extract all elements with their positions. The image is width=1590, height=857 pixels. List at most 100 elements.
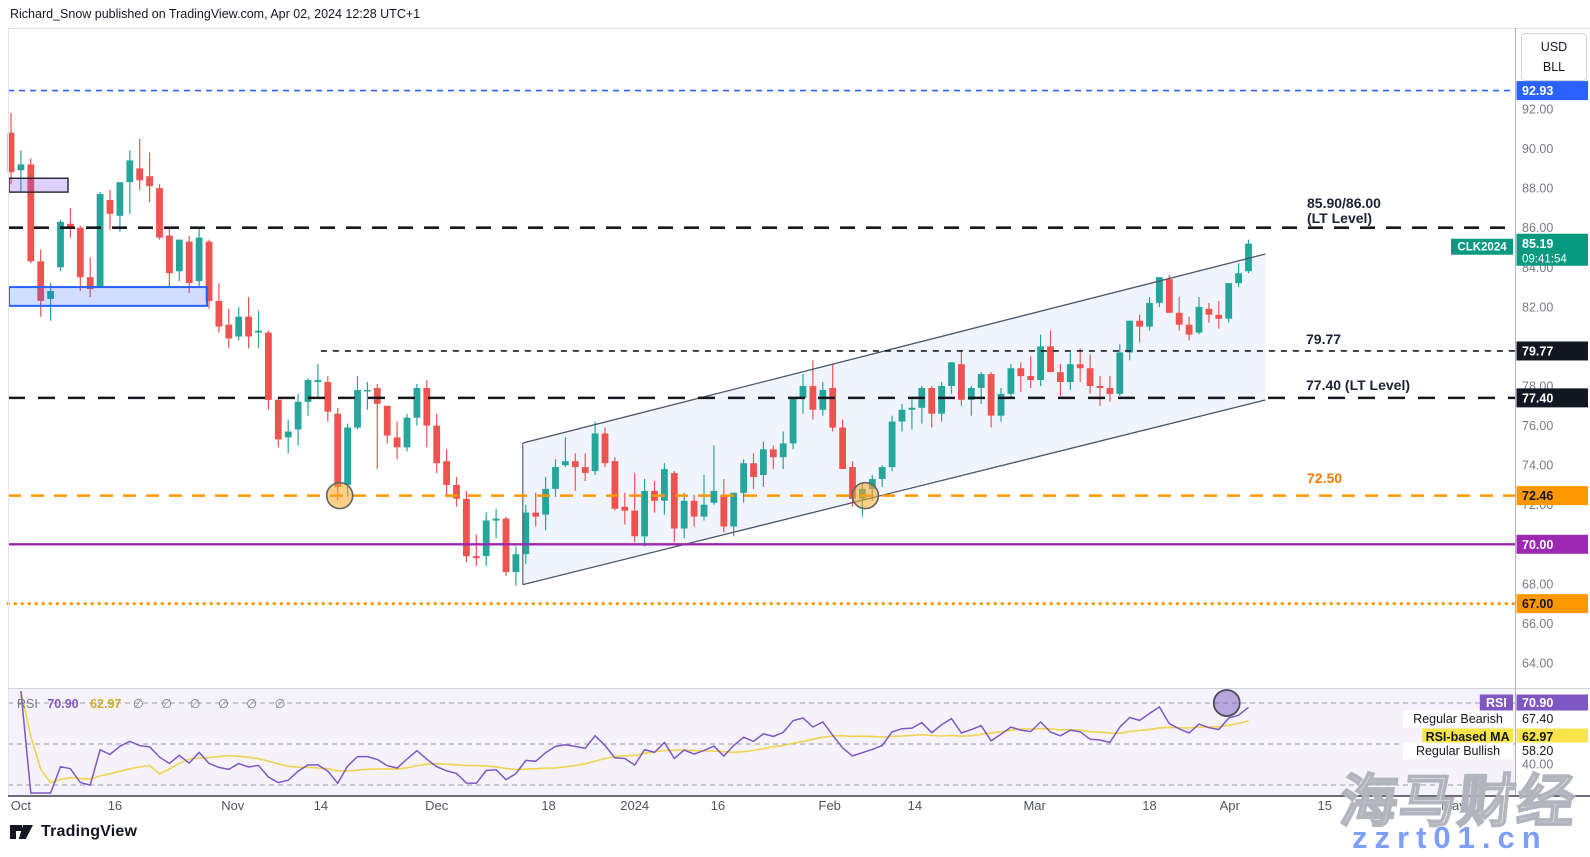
candle-body <box>1165 279 1173 313</box>
rsi-row-value-bg <box>1516 710 1588 728</box>
candle-body <box>1175 312 1183 325</box>
time-tick-Mar: Mar <box>1023 798 1046 813</box>
candle-body <box>690 500 698 517</box>
tradingview-brand[interactable]: TradingView <box>10 822 137 842</box>
rsi-indicator-readout[interactable]: RSI 70.90 62.97 ∅ ∅ ∅ ∅ ∅ ∅ <box>17 696 293 711</box>
tradingview-brand-label: TradingView <box>41 823 138 840</box>
candle-body <box>304 380 312 402</box>
time-tick-18: 18 <box>541 798 555 813</box>
candle-body <box>1116 352 1124 394</box>
candle-body <box>1037 346 1044 380</box>
price-badge-72.46 <box>1516 486 1588 506</box>
candles-layer <box>7 113 1252 586</box>
candle-body <box>1066 364 1074 382</box>
watermark-site-url: zzrt01.cn <box>1352 820 1548 855</box>
rsi-row-label: Regular Bearish <box>1413 712 1503 726</box>
candle-body <box>225 324 233 339</box>
candle-body <box>106 200 114 214</box>
candle-body <box>482 520 490 557</box>
rsi-row-value: 67.40 <box>1522 712 1553 726</box>
candle-body <box>17 164 25 171</box>
candle-body <box>1245 243 1252 272</box>
rsi-row-label: RSI <box>1486 696 1507 710</box>
candle-body <box>522 512 530 555</box>
rsi-readout-value: 70.90 <box>47 697 79 711</box>
price-badge-77.40 <box>1516 388 1588 408</box>
candle-body <box>641 490 648 537</box>
candle-body <box>1076 364 1084 369</box>
candle-body <box>809 386 817 410</box>
unit-box: USD BLL <box>1521 33 1587 81</box>
ascending-channel-fill <box>522 254 1266 585</box>
candle-body <box>185 241 193 284</box>
candle-body <box>126 160 134 183</box>
candle-body <box>997 393 1005 416</box>
rsi-line <box>20 690 1249 794</box>
candle-body <box>354 390 361 428</box>
rsi-axis-tick: 40.00 <box>1522 758 1553 772</box>
candle-body <box>1215 314 1223 319</box>
candle-body <box>344 427 351 485</box>
symbol-badge <box>1451 238 1513 255</box>
rsi-row-label: Regular Bullish <box>1416 744 1500 758</box>
price-badge-time: 09:41:54 <box>1522 254 1567 266</box>
time-tick-16: 16 <box>108 798 122 813</box>
price-tick-90.00: 90.00 <box>1522 142 1553 156</box>
price-tick-74.00: 74.00 <box>1522 459 1553 473</box>
candle-body <box>1027 376 1035 381</box>
candle-body <box>730 492 738 527</box>
candle-body <box>403 417 411 448</box>
price-badge-92.93 <box>1516 81 1588 101</box>
candle-body <box>472 556 480 559</box>
candle-body <box>1235 273 1242 284</box>
candle-body <box>284 431 292 438</box>
annotation-lt-level-86: 85.90/86.00 (LT Level) <box>1307 196 1381 226</box>
rsi-row-label-bg <box>1422 728 1513 746</box>
annotation-level-7250: 72.50 <box>1307 470 1343 486</box>
rsi-row-label-bg <box>1403 710 1513 728</box>
supply-zone-purple <box>8 177 69 193</box>
candle-body <box>423 388 431 426</box>
candle-body <box>1047 346 1054 373</box>
candle-body <box>888 421 896 468</box>
candle-body <box>1205 308 1213 315</box>
candle-body <box>1007 368 1015 394</box>
candle-body <box>1057 372 1064 382</box>
candle-body <box>779 443 787 458</box>
candle-body <box>958 364 965 400</box>
candle-body <box>37 261 45 301</box>
candle-body <box>116 182 124 216</box>
candle-body <box>977 374 985 388</box>
candle-body <box>631 510 639 537</box>
candle-body <box>542 488 549 515</box>
price-badge-text: 72.46 <box>1522 489 1553 503</box>
candle-body <box>601 433 609 464</box>
channel-lower-line <box>522 399 1266 586</box>
candle-body <box>383 405 391 436</box>
time-tick-Apr: Apr <box>1220 798 1241 813</box>
candle-body <box>1146 302 1153 327</box>
candle-body <box>670 473 678 529</box>
price-tick-88.00: 88.00 <box>1522 182 1553 196</box>
candle-body <box>938 386 945 414</box>
channel-upper-line <box>522 253 1266 444</box>
candle-body <box>829 388 837 428</box>
candle-body <box>769 449 777 458</box>
price-tick-92.00: 92.00 <box>1522 103 1553 117</box>
price-tick-68.00: 68.00 <box>1522 577 1553 591</box>
candle-body <box>552 467 559 489</box>
rsi-readout-ma-value: 62.97 <box>90 697 122 711</box>
unit-currency: USD <box>1540 40 1568 54</box>
event-circle <box>851 481 880 510</box>
candle-body <box>1136 320 1143 327</box>
price-tick-86.00: 86.00 <box>1522 221 1553 235</box>
time-tick-18: 18 <box>1142 798 1156 813</box>
rsi-event-circle <box>1212 689 1241 717</box>
annotation-lt-level-7740: 77.40 (LT Level) <box>1306 377 1411 393</box>
candle-body <box>57 221 64 268</box>
candle-body <box>740 463 747 493</box>
candle-body <box>175 239 183 272</box>
candle-body <box>1126 320 1134 353</box>
candle-body <box>1156 277 1163 303</box>
